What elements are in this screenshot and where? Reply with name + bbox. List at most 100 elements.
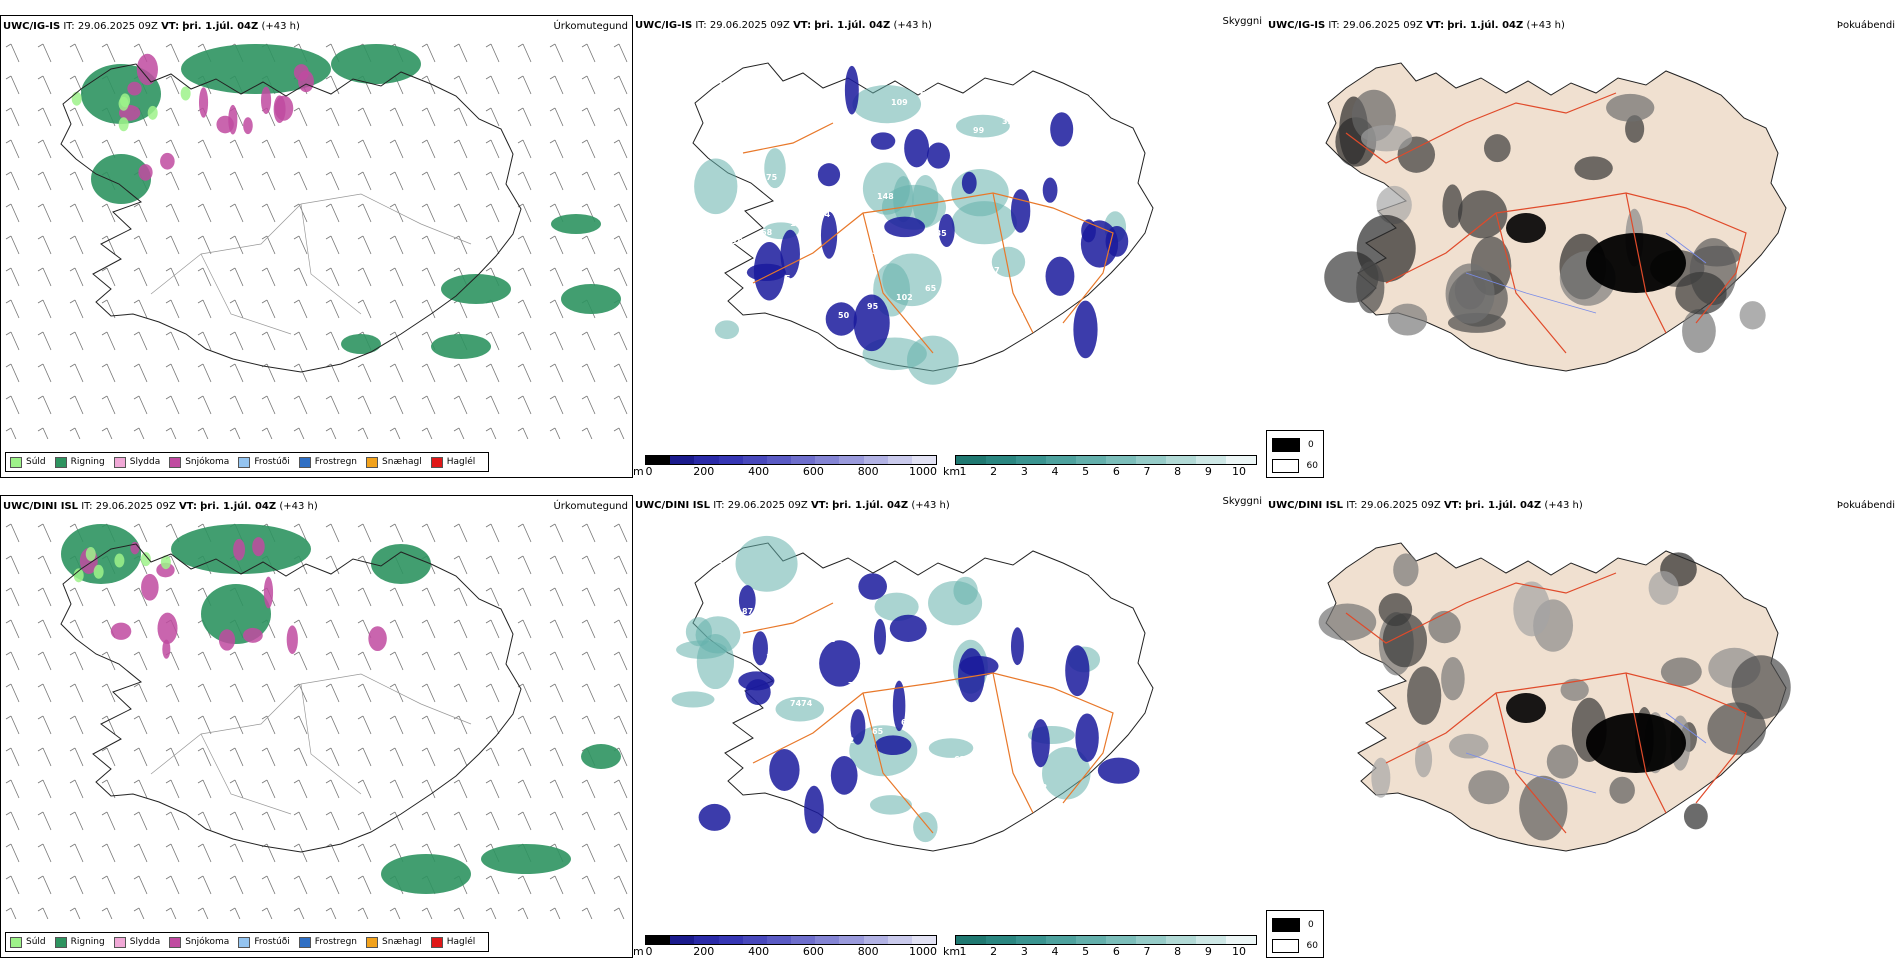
wind-barb [554,555,564,575]
colorbar-bin [815,456,840,464]
colorbar-bin [670,456,695,464]
wind-barb-tick [581,75,588,80]
cloud-base-area [1105,226,1129,257]
wind-barb [138,395,148,415]
wind-barb [618,75,628,95]
wind-barb-tick [5,651,12,656]
wind-barb-tick [133,811,140,816]
wind-barb-tick [229,235,236,240]
wind-barb [298,907,305,919]
wind-barb-tick [453,139,460,144]
wind-barb-tick [69,139,76,144]
fog-shading [1609,776,1635,804]
wind-barb [10,171,20,191]
cloud-base-map: 1071221111482351479919214711571951668063… [692,62,1154,385]
wind-barb [554,811,564,831]
wind-barb-tick [133,747,140,752]
cloud-base-label: 75 [766,173,778,182]
wind-barb-tick [165,587,172,592]
snow-area [274,95,294,121]
cloud-base-panel-top: UWC/IG-IS IT: 29.06.2025 09Z VT: þri. 1.… [633,15,1266,478]
cloud-base-area [858,573,887,600]
panel-title: Skyggni [1222,496,1262,507]
wind-barb-tick [453,843,460,848]
wind-barb [266,171,276,191]
wind-barb [362,811,372,831]
wind-barb [202,683,212,703]
wind-barb-tick [453,907,460,912]
visibility-area [671,691,715,708]
wind-barb-tick [165,75,172,80]
wind-barb-tick [357,203,364,208]
legend-swatch [238,936,251,948]
cloud-base-area [1065,645,1090,697]
wind-barb [266,747,276,767]
wind-barb [362,363,372,383]
wind-barb-tick [69,587,76,592]
wind-barb [10,75,20,95]
cloud-base-label: 64 [930,709,942,718]
cloud-base-area [738,585,756,616]
wind-barb [42,107,52,127]
colorbar-bin [1196,456,1226,464]
wind-barb [74,235,84,255]
wind-barb [10,427,17,439]
wind-barb-tick [517,555,524,560]
wind-barb-tick [453,683,460,688]
it-value: 29.06.2025 09Z [1360,500,1441,511]
wind-barb-tick [389,395,396,400]
wind-barb-tick [165,43,172,48]
wind-barb-tick [69,747,76,752]
wind-barb-tick [5,43,12,48]
wind-barb [330,619,340,639]
wind-barb-tick [261,139,268,144]
colorbar-tick: 7 [1143,945,1151,958]
wind-barb-tick [485,747,492,752]
wind-barb-tick [133,139,140,144]
wind-barb-tick [613,267,620,272]
legend-swatch [430,936,443,948]
wind-barb-tick [293,875,300,880]
wind-barb-tick [325,139,332,144]
wind-barb [42,75,52,95]
wind-barb [458,395,468,415]
wind-barb-tick [69,811,76,816]
wind-barb [522,203,532,223]
colorbar-bin [956,936,986,944]
legend-item: Frostúði [238,456,290,468]
wind-barb-tick [37,363,44,368]
wind-barb [618,139,628,159]
wind-barb-tick [485,779,492,784]
legend-label: Súld [26,457,46,467]
legend-swatch [169,936,182,948]
wind-barb [170,875,180,895]
wind-barb-tick [325,267,332,272]
rain-area [551,214,601,234]
colorbar-bin [1046,936,1076,944]
wind-barb [330,107,340,127]
wind-barb [586,555,596,575]
wind-barb-tick [389,139,396,144]
wind-barb-tick [229,779,236,784]
wind-barb [10,363,20,383]
vt-label: VT: [161,21,180,32]
wind-barb-tick [517,267,524,272]
wind-barb-tick [325,203,332,208]
cloud-base-label: 81 [978,321,990,330]
wind-barb [42,395,52,415]
wind-barb-tick [37,587,44,592]
wind-barb-tick [549,299,556,304]
visibility-area [951,168,1009,217]
wind-barb [394,107,404,127]
wind-barb-tick [421,747,428,752]
colorbar-bin [1016,456,1046,464]
wind-barb [362,875,372,895]
wind-barb [554,619,564,639]
wind-barb [426,139,436,159]
wind-barb-tick [421,363,428,368]
wind-barb [298,651,308,671]
colorbar-tick: 10 [1232,945,1246,958]
wind-barb-tick [261,203,268,208]
colorbar-tick: 6 [1112,465,1120,478]
wind-barb-tick [485,331,492,336]
